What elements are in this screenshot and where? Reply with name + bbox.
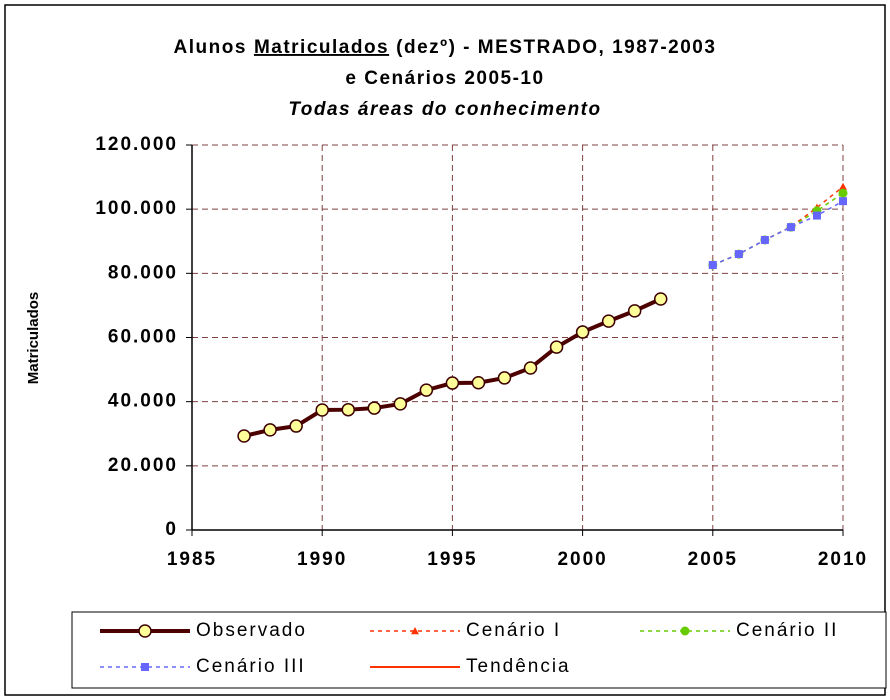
marker <box>141 663 149 671</box>
marker <box>263 423 277 437</box>
y-tick-label: 100.000 <box>95 198 178 219</box>
legend-label: Cenário III <box>196 656 306 677</box>
y-axis-label: Matriculados <box>25 292 42 385</box>
title-part: (dezº) - MESTRADO, 1987-2003 <box>396 37 716 58</box>
marker <box>839 182 847 190</box>
series-line <box>712 200 844 266</box>
y-tick-label: 80.000 <box>108 262 178 283</box>
title-part: Matriculados <box>254 37 389 58</box>
marker <box>839 197 847 206</box>
marker <box>760 235 769 244</box>
marker <box>680 626 690 636</box>
marker <box>138 624 152 638</box>
chart-title: Alunos Matriculados (dezº) - MESTRADO, 198… <box>174 37 717 58</box>
x-tick-label: 2010 <box>818 549 868 570</box>
legend <box>71 611 887 689</box>
marker <box>734 250 743 259</box>
marker <box>237 429 251 443</box>
marker <box>289 419 303 433</box>
x-tick-label: 1985 <box>167 549 217 570</box>
marker <box>411 627 419 635</box>
legend-label: Cenário II <box>736 620 838 641</box>
marker <box>393 397 408 411</box>
marker <box>315 403 329 417</box>
y-tick-label: 40.000 <box>108 391 178 412</box>
x-tick-label: 1995 <box>427 549 477 570</box>
marker <box>627 304 642 318</box>
legend-label: Tendência <box>466 656 571 677</box>
chart-subtitle: e Cenários 2005-10 <box>345 68 544 89</box>
chart-subtitle: Todas áreas do conhecimento <box>288 99 601 120</box>
marker <box>786 223 795 232</box>
marker <box>812 211 821 220</box>
marker <box>549 340 564 354</box>
marker <box>575 325 590 339</box>
y-tick-label: 60.000 <box>108 327 178 348</box>
x-tick-label: 2000 <box>557 549 607 570</box>
legend-label: Cenário I <box>466 620 561 641</box>
marker <box>838 188 848 198</box>
y-tick-label: 20.000 <box>108 455 178 476</box>
x-tick-label: 1990 <box>297 549 347 570</box>
marker <box>708 260 717 269</box>
legend-label: Observado <box>196 620 307 641</box>
marker <box>419 383 434 397</box>
marker <box>497 371 512 385</box>
marker <box>523 361 538 375</box>
marker <box>471 375 486 390</box>
y-tick-label: 120.000 <box>95 134 178 155</box>
marker <box>653 292 668 306</box>
marker <box>601 314 616 328</box>
marker <box>367 401 382 415</box>
x-tick-label: 2005 <box>688 549 738 570</box>
marker <box>445 376 460 390</box>
marker <box>341 402 355 417</box>
chart-border <box>4 4 886 696</box>
y-tick-label: 0 <box>165 519 178 540</box>
title-part: Alunos <box>174 37 247 58</box>
